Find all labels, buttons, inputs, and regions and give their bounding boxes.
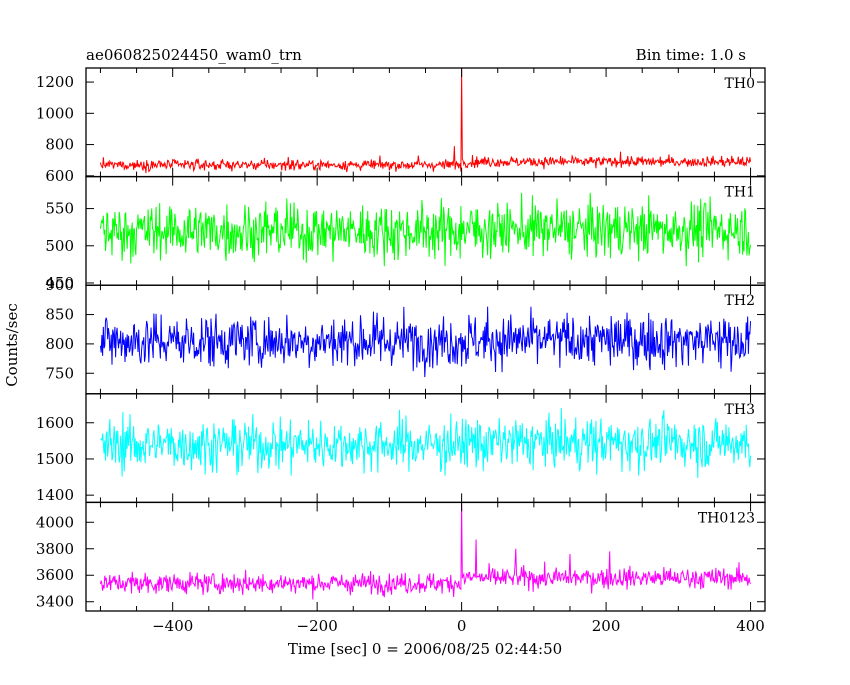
series-line-th3 (100, 407, 752, 478)
panel-label-th1: TH1 (725, 185, 755, 201)
y-tick-label-th3: 1500 (36, 450, 74, 468)
y-tick-label-th2: 900 (45, 276, 74, 294)
y-tick-label-th1: 450 (45, 274, 74, 292)
x-tick-label: 200 (592, 617, 621, 635)
panel-label-th0123: TH0123 (698, 510, 755, 526)
panels-group: 600 800 1000 1200 TH0 450 500 550 TH1 750 800 850 90… (36, 67, 766, 635)
y-tick-label-th0123: 3600 (36, 566, 74, 584)
y-tick-label-th2: 800 (45, 335, 74, 353)
y-tick-label-th2: 750 (45, 364, 74, 382)
series-line-th0 (99, 67, 752, 174)
y-tick-label-th0: 600 (45, 167, 74, 185)
panel-frame-th0123 (85, 501, 766, 612)
y-tick-label-th0: 1200 (36, 73, 74, 91)
panel-frame-th0 (85, 67, 766, 178)
x-axis-label: Time [sec] 0 = 2006/08/25 02:44:50 (288, 640, 562, 658)
chart-title: ae060825024450_wam0_trn (86, 46, 302, 64)
panel-label-th3: TH3 (725, 402, 755, 418)
series-line-th2 (99, 306, 752, 378)
y-tick-label-th0123: 3400 (36, 593, 74, 611)
y-tick-label-th0123: 4000 (36, 513, 74, 531)
series-line-th1 (99, 192, 752, 267)
x-tick-label: 0 (457, 617, 467, 635)
y-tick-label-th3: 1400 (36, 486, 74, 504)
panel-frame-th3 (85, 393, 766, 504)
bin-time-label: Bin time: 1.0 s (636, 46, 746, 64)
y-tick-label-th0: 800 (45, 136, 74, 154)
y-tick-label-th0123: 3800 (36, 540, 74, 558)
x-tick-label: −400 (152, 617, 193, 635)
panel-label-th0: TH0 (725, 76, 755, 92)
y-tick-label-th2: 850 (45, 306, 74, 324)
y-tick-label-th3: 1600 (36, 414, 74, 432)
y-tick-label-th1: 500 (45, 237, 74, 255)
series-line-th0123 (99, 502, 751, 600)
x-tick-label: 400 (736, 617, 765, 635)
y-tick-label-th1: 550 (45, 200, 74, 218)
y-axis-label: Counts/sec (3, 303, 21, 387)
panel-label-th2: TH2 (725, 293, 755, 309)
y-tick-label-th0: 1000 (36, 104, 74, 122)
x-tick-label: −200 (297, 617, 338, 635)
